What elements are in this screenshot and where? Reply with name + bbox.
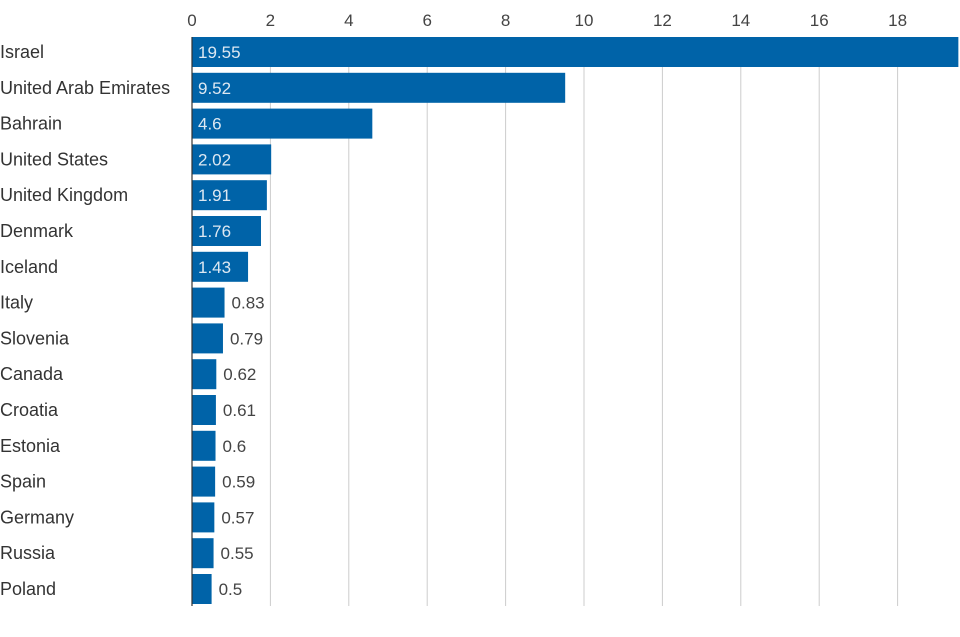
value-label: 0.59 xyxy=(222,473,255,492)
bar xyxy=(192,323,223,354)
x-tick-label: 10 xyxy=(575,11,594,30)
bar xyxy=(192,538,214,569)
category-label: Denmark xyxy=(0,221,74,241)
category-label: Croatia xyxy=(0,400,59,420)
category-label: Germany xyxy=(0,507,74,527)
bar xyxy=(192,287,225,318)
x-tick-label: 14 xyxy=(731,11,750,30)
bar xyxy=(192,430,216,461)
category-label: United Kingdom xyxy=(0,185,128,205)
category-label: Italy xyxy=(0,293,33,313)
value-label: 0.6 xyxy=(223,437,247,456)
x-tick-label: 18 xyxy=(888,11,907,30)
value-label: 0.55 xyxy=(221,544,254,563)
value-label: 9.52 xyxy=(198,79,231,98)
value-label: 1.43 xyxy=(198,258,231,277)
bar xyxy=(192,72,566,103)
value-label: 0.62 xyxy=(223,365,256,384)
bar xyxy=(192,37,959,67)
category-label: Estonia xyxy=(0,436,61,456)
category-label: United States xyxy=(0,149,108,169)
category-label: Iceland xyxy=(0,257,58,277)
category-label: Russia xyxy=(0,543,56,563)
x-tick-label: 12 xyxy=(653,11,672,30)
x-tick-label: 4 xyxy=(344,11,353,30)
bar xyxy=(192,108,373,139)
x-tick-label: 8 xyxy=(501,11,510,30)
x-tick-label: 2 xyxy=(266,11,275,30)
bar xyxy=(192,144,272,175)
value-label: 0.79 xyxy=(230,329,263,348)
bar xyxy=(192,466,216,497)
category-label: Bahrain xyxy=(0,114,62,134)
bar xyxy=(192,359,217,390)
x-tick-label: 0 xyxy=(187,11,196,30)
x-tick-label: 6 xyxy=(422,11,431,30)
bar xyxy=(192,395,216,425)
value-label: 19.55 xyxy=(198,43,241,62)
value-label: 2.02 xyxy=(198,150,231,169)
category-label: Canada xyxy=(0,364,64,384)
bar xyxy=(192,180,267,211)
bar xyxy=(192,251,249,282)
value-label: 0.57 xyxy=(221,508,254,527)
value-label: 0.61 xyxy=(223,401,256,420)
bar xyxy=(192,502,215,533)
category-label: Spain xyxy=(0,472,46,492)
value-label: 4.6 xyxy=(198,115,222,134)
value-label: 0.5 xyxy=(219,580,243,599)
value-label: 1.76 xyxy=(198,222,231,241)
bar xyxy=(192,216,261,246)
x-tick-label: 16 xyxy=(810,11,829,30)
bar xyxy=(192,574,212,604)
category-label: Poland xyxy=(0,579,56,599)
value-label: 0.83 xyxy=(232,294,265,313)
category-label: United Arab Emirates xyxy=(0,78,170,98)
category-label: Israel xyxy=(0,42,44,62)
category-label: Slovenia xyxy=(0,328,70,348)
value-label: 1.91 xyxy=(198,186,231,205)
